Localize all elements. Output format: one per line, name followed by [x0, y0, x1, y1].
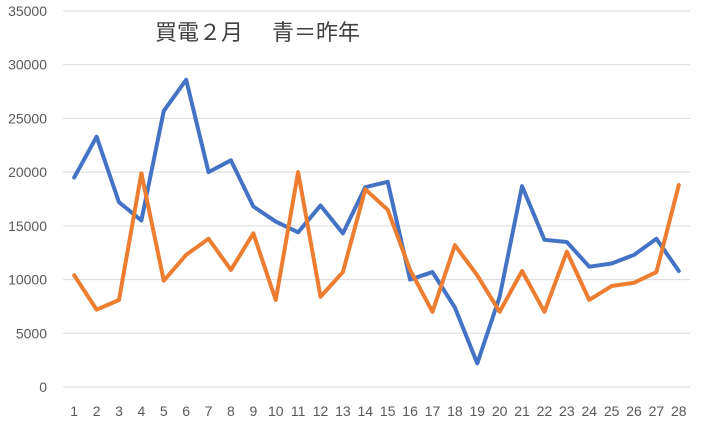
x-tick-label: 23 — [559, 403, 575, 419]
x-tick-label: 28 — [671, 403, 687, 419]
x-tick-label: 2 — [93, 403, 101, 419]
x-tick-label: 27 — [649, 403, 665, 419]
y-tick-label: 10000 — [8, 272, 47, 288]
y-tick-label: 25000 — [8, 110, 47, 126]
x-tick-label: 1 — [70, 403, 78, 419]
y-tick-label: 35000 — [8, 3, 47, 19]
x-axis: 1 2 3 4 5 6 7 8 9 10 11 12 13 14 15 16 17 18 19 20 21 22 23 24 2… — [70, 403, 687, 419]
x-tick-label: 11 — [291, 403, 306, 419]
y-tick-label: 5000 — [16, 325, 47, 341]
y-tick-label: 15000 — [8, 218, 47, 234]
x-tick-label: 18 — [447, 403, 463, 419]
x-tick-label: 7 — [205, 403, 213, 419]
x-tick-label: 20 — [492, 403, 508, 419]
x-tick-label: 21 — [514, 403, 530, 419]
x-tick-label: 8 — [227, 403, 235, 419]
series-line-2 — [72, 170, 681, 314]
x-tick-label: 9 — [249, 403, 257, 419]
x-tick-label: 22 — [537, 403, 553, 419]
series-line-1 — [72, 77, 681, 366]
x-tick-label: 12 — [313, 403, 329, 419]
x-tick-label: 17 — [425, 403, 441, 419]
x-tick-label: 26 — [626, 403, 642, 419]
x-tick-label: 25 — [604, 403, 620, 419]
x-tick-label: 4 — [137, 403, 145, 419]
x-tick-label: 15 — [380, 403, 396, 419]
y-tick-label: 30000 — [8, 57, 47, 73]
x-tick-label: 5 — [160, 403, 168, 419]
x-tick-label: 16 — [402, 403, 418, 419]
gridlines — [63, 10, 690, 388]
x-tick-label: 3 — [115, 403, 123, 419]
chart-title: 買電２月 青＝昨年 — [155, 21, 360, 46]
y-tick-label: 20000 — [8, 164, 47, 180]
y-tick-label: 0 — [39, 379, 47, 395]
x-tick-label: 24 — [581, 403, 597, 419]
x-tick-label: 10 — [268, 403, 284, 419]
x-tick-label: 14 — [358, 403, 374, 419]
plot-area — [72, 77, 681, 366]
x-tick-label: 13 — [335, 403, 351, 419]
y-axis: 0 5000 10000 15000 20000 25000 30000 35000 — [8, 3, 47, 395]
x-tick-label: 6 — [182, 403, 190, 419]
x-tick-label: 19 — [469, 403, 485, 419]
